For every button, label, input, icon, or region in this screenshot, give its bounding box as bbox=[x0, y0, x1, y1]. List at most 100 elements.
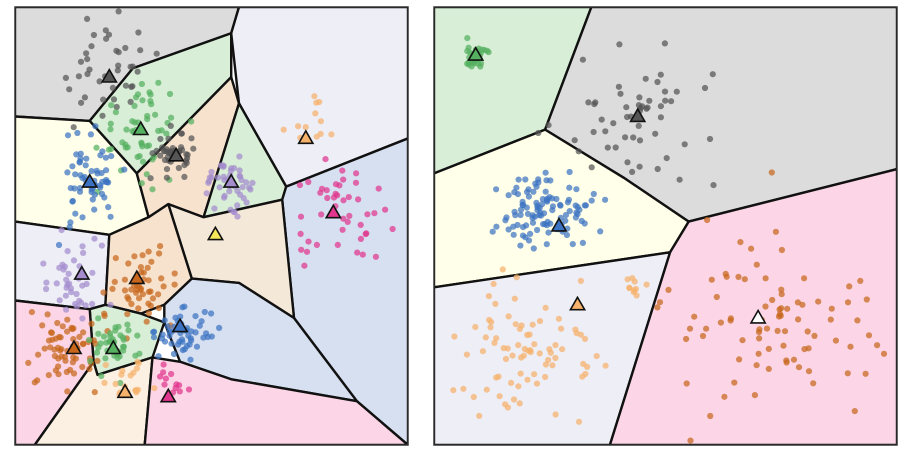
data-point bbox=[663, 155, 670, 162]
data-point bbox=[575, 418, 583, 425]
data-point bbox=[512, 212, 519, 219]
data-point bbox=[588, 197, 595, 204]
data-point bbox=[165, 135, 172, 142]
data-point bbox=[48, 329, 55, 336]
data-point bbox=[588, 164, 595, 171]
data-point bbox=[519, 232, 527, 239]
data-point bbox=[239, 184, 246, 191]
data-point bbox=[86, 365, 93, 373]
data-point bbox=[211, 205, 218, 212]
data-point bbox=[109, 84, 116, 91]
data-point bbox=[575, 148, 582, 155]
data-point bbox=[135, 295, 143, 302]
data-point bbox=[166, 90, 174, 98]
data-point bbox=[717, 319, 725, 326]
data-point bbox=[122, 144, 129, 151]
data-point bbox=[536, 318, 544, 325]
data-point bbox=[517, 206, 525, 213]
data-point bbox=[768, 169, 775, 176]
data-point bbox=[753, 261, 760, 268]
data-point bbox=[158, 275, 165, 282]
data-point bbox=[544, 198, 551, 205]
data-point bbox=[590, 128, 597, 136]
data-point bbox=[543, 241, 550, 248]
data-point bbox=[345, 194, 352, 201]
data-point bbox=[542, 304, 549, 311]
data-point bbox=[208, 333, 215, 340]
data-point bbox=[492, 300, 499, 307]
data-point bbox=[574, 204, 581, 211]
data-point bbox=[124, 321, 131, 328]
data-point bbox=[534, 202, 541, 209]
centroid-marker bbox=[81, 173, 99, 188]
data-point bbox=[150, 334, 158, 341]
data-point bbox=[138, 80, 145, 88]
data-point bbox=[510, 223, 517, 230]
data-point bbox=[604, 144, 611, 151]
data-point bbox=[98, 242, 105, 249]
data-point bbox=[513, 274, 520, 281]
data-point bbox=[511, 295, 518, 302]
data-point bbox=[616, 41, 623, 48]
data-point bbox=[152, 111, 159, 118]
data-point bbox=[340, 197, 347, 204]
data-point bbox=[79, 315, 86, 322]
data-point bbox=[510, 231, 517, 238]
data-point bbox=[134, 358, 141, 365]
data-point bbox=[138, 269, 145, 276]
data-point bbox=[76, 185, 84, 192]
data-point bbox=[121, 166, 128, 173]
data-point bbox=[143, 143, 150, 150]
data-point bbox=[80, 329, 87, 336]
data-point bbox=[131, 253, 138, 260]
data-point bbox=[91, 389, 98, 396]
data-point bbox=[522, 176, 529, 183]
data-point bbox=[656, 299, 664, 306]
data-point bbox=[55, 241, 63, 249]
data-point bbox=[41, 345, 48, 352]
data-point bbox=[489, 228, 496, 235]
data-point bbox=[305, 178, 312, 186]
data-point bbox=[346, 212, 353, 219]
data-point bbox=[710, 182, 717, 189]
data-point bbox=[654, 78, 661, 86]
data-point bbox=[755, 350, 762, 357]
data-point bbox=[147, 175, 154, 182]
data-point bbox=[579, 239, 587, 246]
data-point bbox=[598, 116, 605, 123]
data-point bbox=[67, 185, 74, 192]
data-point bbox=[709, 71, 716, 78]
data-point bbox=[90, 31, 97, 39]
data-point bbox=[31, 379, 38, 386]
data-point bbox=[571, 137, 578, 144]
data-point bbox=[581, 202, 588, 209]
data-point bbox=[117, 332, 124, 339]
data-point bbox=[208, 310, 215, 317]
data-point bbox=[203, 330, 210, 337]
data-point bbox=[127, 98, 134, 105]
data-point bbox=[280, 126, 287, 133]
data-point bbox=[493, 186, 500, 193]
centroid-marker bbox=[65, 339, 83, 355]
data-point bbox=[28, 309, 35, 316]
centroid-marker bbox=[73, 265, 91, 280]
data-point bbox=[573, 186, 580, 193]
data-point bbox=[129, 83, 136, 90]
data-point bbox=[203, 190, 210, 197]
data-point bbox=[125, 296, 132, 303]
data-point bbox=[339, 226, 346, 233]
data-point bbox=[221, 177, 228, 184]
data-point bbox=[624, 159, 631, 166]
data-point bbox=[622, 134, 629, 141]
data-point bbox=[234, 188, 241, 195]
data-point bbox=[138, 140, 145, 147]
plot-frame bbox=[14, 6, 409, 446]
data-point bbox=[76, 297, 83, 304]
data-point bbox=[485, 49, 492, 56]
data-point bbox=[661, 40, 669, 47]
data-point bbox=[134, 332, 141, 339]
data-point bbox=[505, 313, 512, 320]
data-point bbox=[535, 129, 542, 137]
data-point bbox=[81, 94, 88, 101]
